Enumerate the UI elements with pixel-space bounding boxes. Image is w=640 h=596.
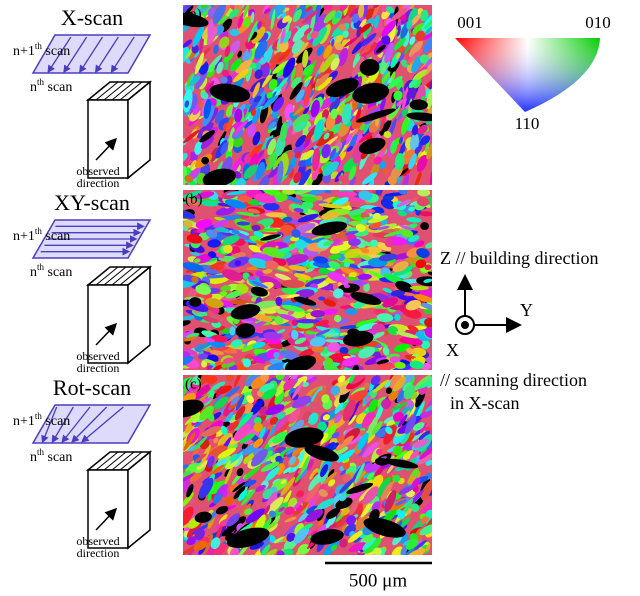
observed-label: direction xyxy=(77,546,120,560)
panel-label: (a) xyxy=(185,6,202,22)
lower-scan-label: nth scan xyxy=(30,447,72,465)
label-base: n+1 xyxy=(13,44,35,59)
box-side xyxy=(128,82,150,178)
upper-scan-label: n+1th scan xyxy=(13,226,70,244)
ipf-triangle-blue xyxy=(455,38,600,112)
box-side xyxy=(128,452,150,548)
label-base: n xyxy=(30,265,37,280)
label-rest: scan xyxy=(42,44,70,59)
scale-label: 500 μm xyxy=(349,570,407,591)
legend-label: 110 xyxy=(515,114,540,133)
label-base: n+1 xyxy=(13,414,35,429)
figure: 001 010 110 Z // building direction Y X … xyxy=(0,0,640,596)
observed-label: direction xyxy=(77,361,120,375)
ebsd-map xyxy=(171,0,442,197)
y-label: Y xyxy=(520,300,533,320)
upper-scan-label: n+1th scan xyxy=(13,411,70,429)
label-rest: scan xyxy=(44,80,72,95)
z-label: Z // building direction xyxy=(440,248,598,268)
panel-label: (c) xyxy=(185,376,202,392)
lower-scan-label: nth scan xyxy=(30,77,72,95)
panel-label: (b) xyxy=(185,191,203,207)
label-base: n xyxy=(30,80,37,95)
ebsd-map xyxy=(169,364,442,564)
x-note: in X-scan xyxy=(450,393,519,413)
legend-label: 001 xyxy=(457,13,483,32)
label-base: n xyxy=(30,450,37,465)
lower-scan-label: nth scan xyxy=(30,262,72,280)
observed-label: direction xyxy=(77,176,120,190)
x-label: X xyxy=(446,340,459,360)
box-side xyxy=(128,267,150,363)
x-dot xyxy=(461,321,469,329)
scan-title: X-scan xyxy=(61,5,123,30)
label-rest: scan xyxy=(44,265,72,280)
label-base: n+1 xyxy=(13,229,35,244)
scan-title: Rot-scan xyxy=(53,375,131,400)
legend-label: 010 xyxy=(585,13,611,32)
scan-title: XY-scan xyxy=(54,190,130,215)
label-rest: scan xyxy=(44,450,72,465)
label-rest: scan xyxy=(42,414,70,429)
label-rest: scan xyxy=(42,229,70,244)
ebsd-map xyxy=(172,182,442,377)
x-note: // scanning direction xyxy=(440,370,587,390)
upper-scan-label: n+1th scan xyxy=(13,41,70,59)
